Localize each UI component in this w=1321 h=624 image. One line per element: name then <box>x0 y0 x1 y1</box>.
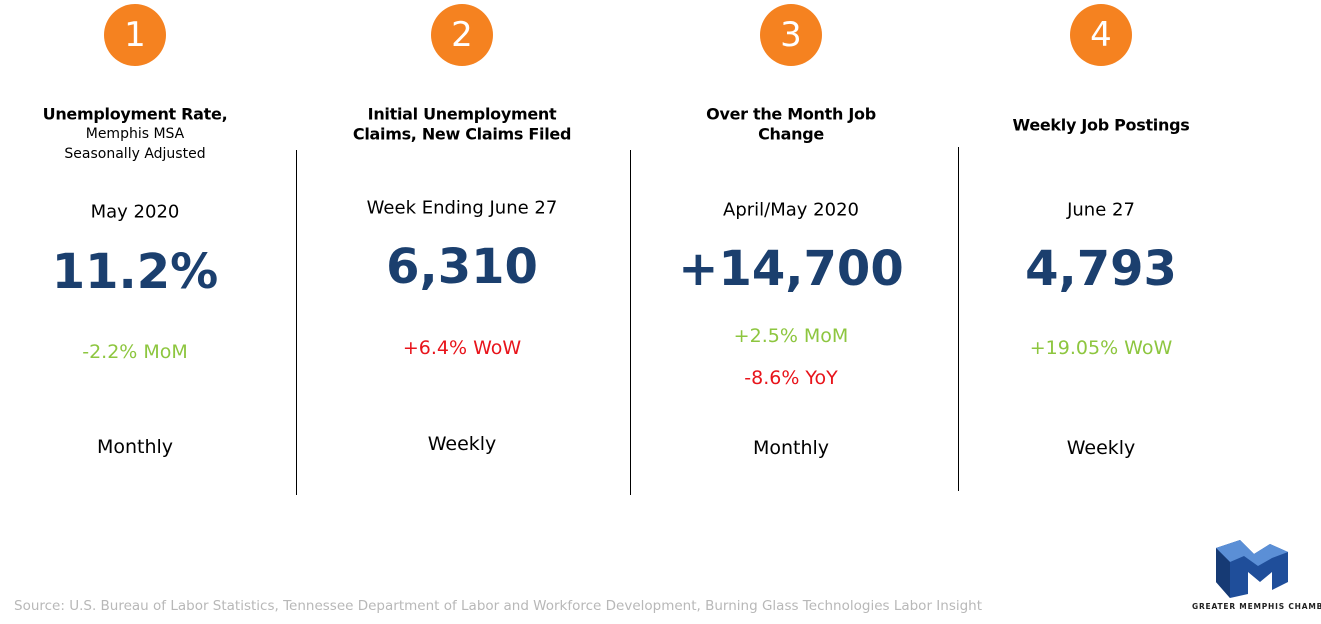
step-number: 1 <box>104 4 166 66</box>
panel-subtitle: Seasonally Adjusted <box>64 146 206 162</box>
panel-subtitle: Memphis MSA <box>85 126 185 142</box>
period: April/May 2020 <box>723 199 859 221</box>
source-note: Source: U.S. Bureau of Labor Statistics,… <box>14 598 983 614</box>
step-number: 4 <box>1070 4 1132 66</box>
change: -2.2% MoM <box>82 341 188 363</box>
metric-value: 11.2% <box>51 244 219 300</box>
divider <box>958 147 959 491</box>
panel-title: Claims, New Claims Filed <box>352 124 572 144</box>
period: May 2020 <box>90 201 180 223</box>
change: +19.05% WoW <box>1029 337 1173 359</box>
change: +6.4% WoW <box>402 337 522 359</box>
logo-mark <box>1216 540 1288 598</box>
period: June 27 <box>1067 199 1135 221</box>
step-number: 2 <box>431 4 493 66</box>
metric-value: +14,700 <box>678 241 904 297</box>
panel-title: Initial Unemployment <box>367 104 557 124</box>
change: -8.6% YoY <box>744 367 838 389</box>
frequency: Monthly <box>96 436 174 458</box>
logo-text: GREATER MEMPHIS CHAMBER <box>1192 602 1321 611</box>
frequency: Weekly <box>1066 437 1136 459</box>
frequency: Monthly <box>752 437 830 459</box>
panel-title: Over the Month Job <box>706 104 876 124</box>
panel-title: Weekly Job Postings <box>1012 115 1190 135</box>
change: +2.5% MoM <box>733 325 849 347</box>
panel-title: Change <box>758 124 824 144</box>
divider <box>630 150 631 495</box>
metric-value: 4,793 <box>1025 241 1177 297</box>
frequency: Weekly <box>427 433 497 455</box>
step-number: 3 <box>760 4 822 66</box>
period: Week Ending June 27 <box>366 197 558 219</box>
metric-value: 6,310 <box>386 239 538 295</box>
divider <box>296 150 297 495</box>
panel-title: Unemployment Rate, <box>42 104 228 124</box>
